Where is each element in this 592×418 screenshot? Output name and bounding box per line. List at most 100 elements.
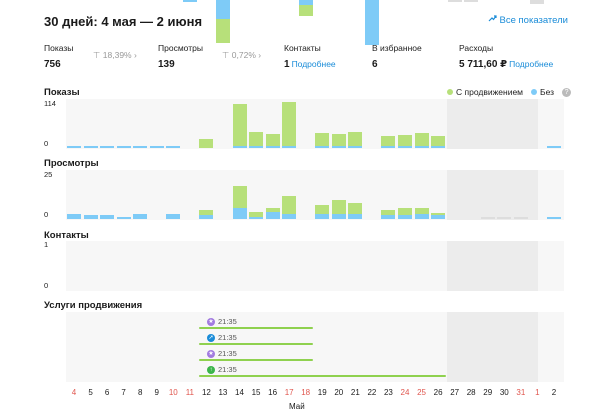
x-tick-label: 19	[317, 388, 327, 397]
expenses-more-link[interactable]: Подробнее	[509, 59, 554, 69]
chart-bar	[398, 146, 412, 148]
x-tick-label: 24	[400, 388, 410, 397]
promo-time: 21:35	[218, 349, 237, 358]
stat-visits-delta: ⊤ 0,72% ›	[222, 50, 261, 61]
stat-views-label: Показы	[44, 43, 74, 53]
x-tick-label: 28	[466, 388, 476, 397]
chart-bar	[546, 146, 561, 148]
chart-bar	[431, 146, 446, 148]
chart-bar	[464, 0, 479, 2]
chart-bar	[133, 146, 148, 148]
chart-bar	[249, 217, 264, 219]
chart-bar	[530, 0, 545, 4]
chart-bar	[331, 199, 346, 214]
x-tick-label: 11	[185, 388, 194, 397]
stat-views-delta: ⊤ 18,39% ›	[93, 50, 137, 61]
chart-bar	[265, 133, 280, 146]
stat-favorites-value: 6	[372, 59, 378, 70]
chart-bar	[298, 0, 313, 6]
x-tick-label: 23	[383, 388, 393, 397]
inactive-region	[446, 312, 538, 382]
chart-bar	[149, 146, 164, 148]
legend-without: Без	[531, 87, 554, 97]
promo-duration-bar	[199, 327, 314, 329]
legend-promoted: С продвижением	[447, 87, 523, 97]
promo-item[interactable]: ★ 21:35	[207, 349, 237, 358]
stat-expenses-label: Расходы	[459, 43, 494, 53]
legend-without-label: Без	[540, 87, 555, 97]
pin-icon: ➚	[207, 333, 215, 342]
x-tick-label: 12	[201, 388, 211, 397]
chart-legend: С продвижением Без ?	[447, 87, 572, 97]
chart-bar	[348, 203, 363, 214]
x-tick-label: 25	[417, 388, 426, 397]
contacts-number: 1	[284, 59, 290, 70]
chart-bar	[282, 146, 297, 148]
all-metrics-link[interactable]: Все показатели	[488, 14, 568, 26]
inactive-region	[446, 241, 538, 291]
x-tick-label: 18	[301, 388, 311, 397]
arrow-right-icon: ›	[258, 50, 262, 60]
promo-item[interactable]: ★ 21:35	[207, 317, 237, 326]
promo-duration-bar	[199, 343, 314, 345]
promo-item[interactable]: ➚ 21:35	[207, 333, 237, 342]
chart-bar	[249, 146, 264, 148]
views-delta-value: 18,39%	[102, 50, 132, 60]
views-section-title: Показы	[44, 87, 80, 98]
chart-bar	[232, 185, 247, 209]
chart-bar	[381, 210, 396, 216]
vip-icon: ★	[207, 349, 215, 358]
chart-bar	[364, 0, 379, 45]
stat-visits-label: Просмотры	[158, 43, 203, 53]
expenses-number: 5 711,60 ₽	[459, 59, 508, 70]
all-metrics-label[interactable]: Все показатели	[499, 14, 568, 26]
stat-visits: Просмотры 139	[158, 43, 203, 70]
x-tick-label: 4	[71, 388, 77, 397]
chart-bar	[265, 208, 280, 212]
contacts-section-title: Контакты	[44, 230, 89, 241]
x-tick-label: 9	[154, 388, 159, 397]
chart-bar	[166, 213, 181, 219]
chart-bar	[348, 132, 363, 146]
chart-bar	[348, 213, 363, 219]
chart-bar	[315, 146, 330, 148]
x-tick-label: 27	[450, 388, 460, 397]
chart-bar	[398, 135, 412, 146]
chart-bar	[381, 215, 396, 219]
chart-bar	[480, 217, 495, 219]
x-tick-label: 30	[499, 388, 509, 397]
chart-bar	[431, 135, 446, 146]
filter-icon: ⊤	[222, 50, 230, 60]
chart-bar	[447, 0, 462, 2]
stat-contacts-value: 1 Подробнее	[284, 59, 336, 70]
promo-time: 21:35	[218, 365, 237, 374]
chart-bar	[67, 213, 81, 219]
stat-favorites: В избранное 6	[372, 43, 422, 70]
chart-bar	[315, 132, 330, 146]
x-tick-label: 21	[350, 388, 360, 397]
y-tick-max: 25	[44, 170, 53, 179]
chart-bar	[199, 215, 214, 219]
chart-bar	[166, 146, 181, 148]
x-tick-label: 10	[168, 388, 178, 397]
chart-bar	[83, 146, 98, 148]
y-tick-zero: 0	[44, 281, 49, 290]
stat-contacts-label: Контакты	[284, 43, 321, 53]
stat-expenses: Расходы 5 711,60 ₽ Подробнее	[459, 43, 553, 70]
promo-section-title: Услуги продвижения	[44, 300, 143, 311]
x-tick-label: 26	[433, 388, 443, 397]
chart-bar	[414, 208, 429, 214]
y-tick-zero: 0	[44, 210, 49, 219]
chart-bar	[414, 146, 429, 148]
chart-bar	[133, 213, 148, 219]
arrow-right-icon: ›	[134, 50, 137, 60]
visits-section-title: Просмотры	[44, 158, 99, 169]
page-title: 30 дней: 4 мая — 2 июня	[44, 14, 203, 29]
promo-item[interactable]: ↑ 21:35	[207, 365, 237, 374]
contacts-more-link[interactable]: Подробнее	[291, 59, 336, 69]
x-tick-label: 1	[535, 388, 540, 397]
chart-bar	[67, 146, 81, 148]
x-tick-label: 7	[121, 388, 126, 397]
chart-bar	[331, 133, 346, 146]
help-icon[interactable]: ?	[562, 87, 572, 97]
